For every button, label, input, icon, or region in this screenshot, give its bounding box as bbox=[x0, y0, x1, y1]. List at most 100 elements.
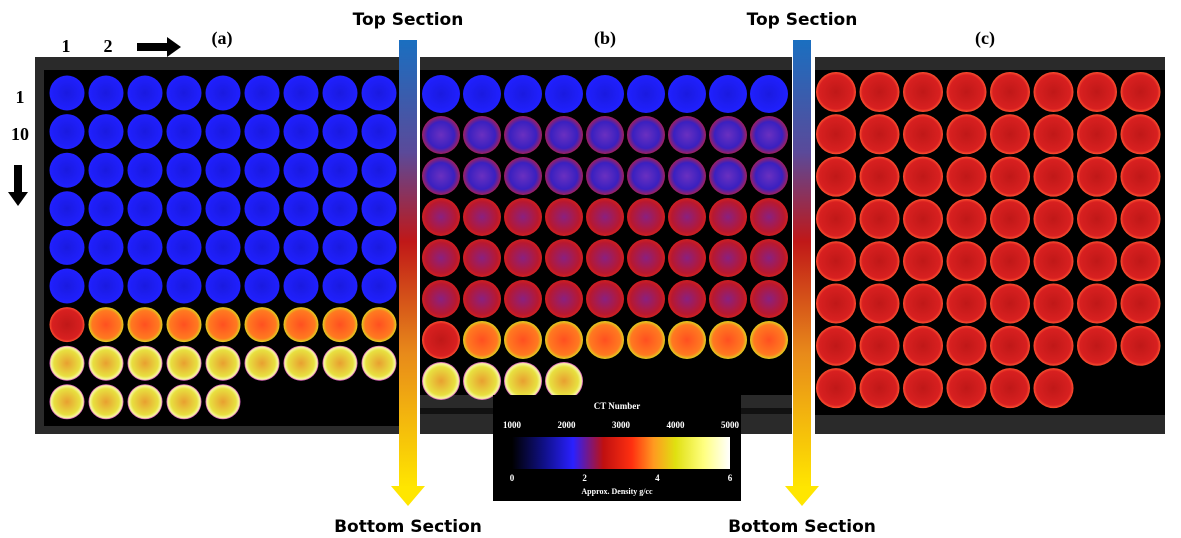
sample-disc bbox=[128, 191, 163, 226]
top-label: Top Section bbox=[747, 10, 858, 30]
sample-disc bbox=[1077, 326, 1117, 366]
sample-disc bbox=[816, 241, 856, 281]
sample-disc bbox=[167, 76, 202, 111]
sample-disc bbox=[128, 269, 163, 304]
colorbar-density-tick: 4 bbox=[655, 473, 660, 483]
sample-disc bbox=[1121, 157, 1161, 197]
sample-disc bbox=[504, 239, 542, 277]
sample-disc bbox=[284, 269, 319, 304]
sample-disc bbox=[323, 114, 358, 149]
panel-label: (b) bbox=[594, 28, 616, 49]
sample-disc bbox=[860, 284, 900, 324]
sample-disc bbox=[284, 191, 319, 226]
sample-disc bbox=[284, 346, 319, 381]
sample-disc bbox=[422, 157, 460, 195]
sample-disc bbox=[89, 384, 124, 419]
sample-disc bbox=[128, 307, 163, 342]
sample-disc bbox=[816, 368, 856, 408]
sample-disc bbox=[860, 368, 900, 408]
section-arrowhead bbox=[785, 486, 819, 506]
sample-disc bbox=[128, 384, 163, 419]
sample-disc bbox=[1034, 284, 1074, 324]
sample-disc bbox=[903, 241, 943, 281]
sample-disc bbox=[1077, 114, 1117, 154]
sample-disc bbox=[668, 239, 706, 277]
sample-disc bbox=[50, 191, 85, 226]
sample-disc bbox=[422, 116, 460, 154]
sample-disc bbox=[903, 72, 943, 112]
sample-disc bbox=[750, 280, 788, 318]
sample-disc bbox=[89, 230, 124, 265]
sample-disc bbox=[167, 153, 202, 188]
sample-disc bbox=[947, 199, 987, 239]
sample-disc bbox=[89, 114, 124, 149]
sample-disc bbox=[463, 116, 501, 154]
sample-disc bbox=[504, 116, 542, 154]
sample-disc bbox=[167, 191, 202, 226]
sample-disc bbox=[89, 346, 124, 381]
sample-disc bbox=[128, 230, 163, 265]
sample-disc bbox=[89, 269, 124, 304]
sample-disc bbox=[990, 368, 1030, 408]
sample-disc bbox=[1121, 72, 1161, 112]
sample-disc bbox=[422, 198, 460, 236]
sample-disc bbox=[586, 239, 624, 277]
sample-disc bbox=[545, 157, 583, 195]
sample-disc bbox=[1121, 114, 1161, 154]
sample-disc bbox=[362, 76, 397, 111]
colorbar-gradient bbox=[512, 437, 730, 469]
sample-disc bbox=[1077, 241, 1117, 281]
sample-disc bbox=[627, 321, 665, 359]
colorbar-density-tick: 0 bbox=[510, 473, 515, 483]
right-arrow bbox=[137, 37, 181, 57]
sample-disc bbox=[284, 76, 319, 111]
sample-disc bbox=[128, 76, 163, 111]
colorbar-density-tick: 2 bbox=[582, 473, 587, 483]
sample-disc bbox=[362, 269, 397, 304]
panel-label: (c) bbox=[975, 28, 995, 49]
sample-disc bbox=[50, 114, 85, 149]
sample-disc bbox=[860, 157, 900, 197]
sample-disc bbox=[245, 307, 280, 342]
sample-disc bbox=[362, 346, 397, 381]
sample-disc bbox=[463, 321, 501, 359]
row-label: 1 bbox=[16, 87, 25, 107]
sample-disc bbox=[947, 72, 987, 112]
sample-disc bbox=[504, 157, 542, 195]
sample-disc bbox=[50, 153, 85, 188]
sample-disc bbox=[990, 326, 1030, 366]
sample-disc bbox=[1077, 72, 1117, 112]
sample-disc bbox=[903, 284, 943, 324]
sample-disc bbox=[816, 326, 856, 366]
sample-disc bbox=[947, 284, 987, 324]
sample-disc bbox=[167, 384, 202, 419]
sample-disc bbox=[860, 199, 900, 239]
sample-disc bbox=[504, 362, 542, 400]
sample-disc bbox=[586, 198, 624, 236]
sample-disc bbox=[816, 199, 856, 239]
sample-disc bbox=[750, 75, 788, 113]
sample-disc bbox=[709, 157, 747, 195]
down-arrow bbox=[8, 165, 28, 206]
sample-disc bbox=[89, 307, 124, 342]
sample-disc bbox=[750, 198, 788, 236]
sample-disc bbox=[504, 280, 542, 318]
sample-disc bbox=[323, 269, 358, 304]
sample-disc bbox=[422, 362, 460, 400]
sample-disc bbox=[362, 230, 397, 265]
sample-disc bbox=[545, 116, 583, 154]
sample-disc bbox=[1034, 199, 1074, 239]
colorbar-ct-tick: 2000 bbox=[558, 420, 577, 430]
sample-disc bbox=[206, 76, 241, 111]
sample-disc bbox=[323, 230, 358, 265]
sample-disc bbox=[627, 198, 665, 236]
sample-disc bbox=[50, 346, 85, 381]
sample-disc bbox=[206, 114, 241, 149]
colorbar-ct-tick: 1000 bbox=[503, 420, 522, 430]
sample-disc bbox=[627, 239, 665, 277]
sample-disc bbox=[323, 153, 358, 188]
sample-disc bbox=[504, 321, 542, 359]
sample-disc bbox=[545, 198, 583, 236]
colorbar-density-label: Approx. Density g/cc bbox=[581, 487, 653, 496]
